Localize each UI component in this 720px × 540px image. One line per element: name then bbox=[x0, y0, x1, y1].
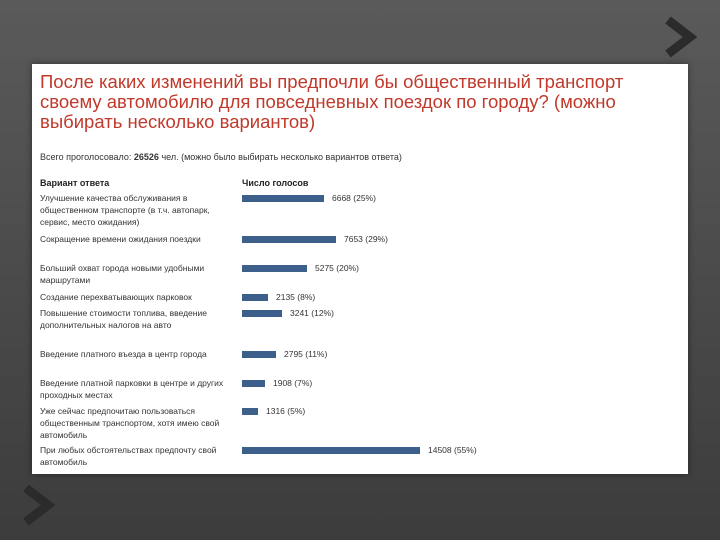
bar-category-label: Уже сейчас предпочитаю пользоваться обще… bbox=[40, 406, 220, 440]
bar-value-label: 6668 (25%) bbox=[332, 193, 376, 203]
bar bbox=[242, 351, 276, 358]
chevron-decoration-icon bbox=[23, 484, 56, 526]
bar-value-label: 7653 (29%) bbox=[344, 234, 388, 244]
bar bbox=[242, 380, 265, 387]
poll-question-title: После каких изменений вы предпочли бы об… bbox=[40, 71, 624, 132]
bar-category-label: Введение платной парковки в центре и дру… bbox=[40, 378, 224, 400]
bar-value-label: 14508 (55%) bbox=[428, 445, 477, 455]
bar-category-label: При любых обстоятельствах предпочту свой… bbox=[40, 445, 217, 467]
poll-results-card: После каких изменений вы предпочли бы об… bbox=[32, 64, 688, 474]
bar bbox=[242, 195, 324, 202]
bar bbox=[242, 294, 268, 301]
column-header-option: Вариант ответа bbox=[40, 178, 110, 188]
chevron-decoration-icon bbox=[665, 16, 698, 58]
bar-value-label: 1316 (5%) bbox=[266, 406, 306, 416]
bar-category-label: Сокращение времени ожидания поездки bbox=[40, 234, 201, 244]
bar bbox=[242, 447, 420, 454]
column-header-votes: Число голосов bbox=[242, 178, 309, 188]
bar bbox=[242, 408, 258, 415]
bar-chart: Улучшение качества обслуживания в общест… bbox=[32, 64, 688, 474]
bar-value-label: 2135 (8%) bbox=[276, 292, 316, 302]
bar-value-label: 1908 (7%) bbox=[273, 378, 313, 388]
bar-value-label: 3241 (12%) bbox=[290, 308, 334, 318]
bar bbox=[242, 236, 336, 243]
total-votes-label: Всего проголосовало: bbox=[40, 152, 132, 162]
bar-category-label: Введение платного въезда в центр города bbox=[40, 349, 207, 359]
bar-category-label: Улучшение качества обслуживания в общест… bbox=[40, 193, 210, 227]
bar-value-label: 5275 (20%) bbox=[315, 263, 359, 273]
total-votes-line: Всего проголосовало: 26526 чел. (можно б… bbox=[40, 152, 402, 162]
bar-category-label: Создание перехватывающих парковок bbox=[40, 292, 192, 302]
bar bbox=[242, 265, 307, 272]
bar-category-label: Повышение стоимости топлива, введение до… bbox=[40, 308, 207, 330]
bar-category-label: Больший охват города новыми удобными мар… bbox=[40, 263, 205, 285]
bar-value-label: 2795 (11%) bbox=[284, 349, 328, 359]
total-votes-suffix: чел. (можно было выбирать несколько вари… bbox=[161, 152, 402, 162]
bar bbox=[242, 310, 282, 317]
total-votes-value: 26526 bbox=[133, 152, 159, 162]
